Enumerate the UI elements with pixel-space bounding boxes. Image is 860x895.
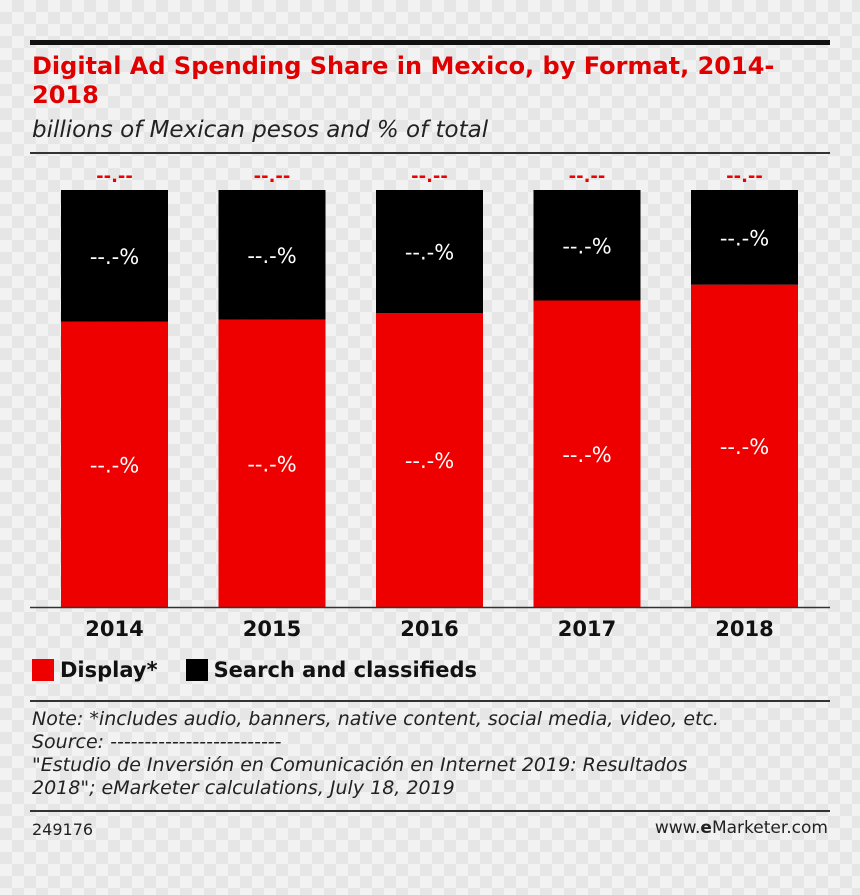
source-line: Source: ------------------------- <box>32 731 282 753</box>
x-tick-label-2017: 2017 <box>558 617 616 641</box>
total-label-2014: --.-- <box>96 166 133 187</box>
x-tick-label-2016: 2016 <box>400 617 458 641</box>
brand-prefix: www. <box>654 818 701 838</box>
source-title-line: "Estudio de Inversión en Comunicación en… <box>32 754 688 776</box>
brand-bold: e <box>700 818 712 838</box>
bar-display-2018 <box>691 284 798 607</box>
subtitle-rule <box>30 152 830 154</box>
legend-label-search: Search and classifieds <box>213 658 477 682</box>
top-rule <box>30 40 830 45</box>
bar-display-2015 <box>218 319 326 607</box>
bar-search-2014 <box>61 190 168 322</box>
footer-rule <box>30 810 830 812</box>
data-label-search-2016: --.-% <box>405 241 454 265</box>
data-label-display-2015: --.-% <box>247 452 296 476</box>
legend-label-display: Display* <box>60 658 158 682</box>
data-label-display-2014: --.-% <box>90 453 139 477</box>
chart-title: Digital Ad Spending Share in Mexico, by … <box>32 52 775 109</box>
x-tick-label-2015: 2015 <box>243 617 301 641</box>
chart-subtitle: billions of Mexican pesos and % of total <box>32 117 489 143</box>
chart-id: 249176 <box>32 820 94 839</box>
data-label-search-2014: --.-% <box>90 245 139 269</box>
brand-suffix: Marketer.com <box>711 818 828 838</box>
data-label-search-2018: --.-% <box>720 226 769 250</box>
bar-display-2014 <box>61 321 168 607</box>
data-label-display-2018: --.-% <box>720 435 769 459</box>
legend: Display* Search and classifieds <box>32 656 505 684</box>
x-tick-label-2014: 2014 <box>85 617 143 641</box>
bar-search-2017 <box>533 190 641 301</box>
data-label-display-2016: --.-% <box>405 449 454 473</box>
note-line: Note: *includes audio, banners, native c… <box>32 708 719 730</box>
legend-item-display: Display* <box>32 658 158 682</box>
legend-item-search: Search and classifieds <box>185 658 477 682</box>
total-label-2016: --.-- <box>411 166 448 187</box>
data-label-display-2017: --.-% <box>562 443 611 467</box>
x-tick-label-2018: 2018 <box>715 617 773 641</box>
total-label-2017: --.-- <box>569 166 606 187</box>
legend-swatch-search <box>185 659 208 681</box>
legend-swatch-display <box>32 659 54 681</box>
stacked-bar-chart: --.-% --.-% --.-- 2014 --.-% --.-% --.-- 2015 --… <box>30 166 830 641</box>
bar-search-2018 <box>691 190 798 285</box>
bar-display-2016 <box>376 313 483 607</box>
data-label-search-2017: --.-% <box>562 234 611 258</box>
brand-url: www.eMarketer.com <box>655 818 828 838</box>
total-label-2015: --.-- <box>254 166 291 187</box>
data-label-search-2015: --.-% <box>247 244 296 268</box>
bar-display-2017 <box>533 300 641 607</box>
source-title-line: 2018"; eMarketer calculations, July 18, … <box>32 777 455 799</box>
bar-search-2016 <box>376 190 483 314</box>
total-label-2018: --.-- <box>726 166 763 187</box>
notes-rule <box>30 700 830 702</box>
bar-search-2015 <box>218 190 326 320</box>
source-note: Note: *includes audio, banners, native c… <box>32 708 812 800</box>
